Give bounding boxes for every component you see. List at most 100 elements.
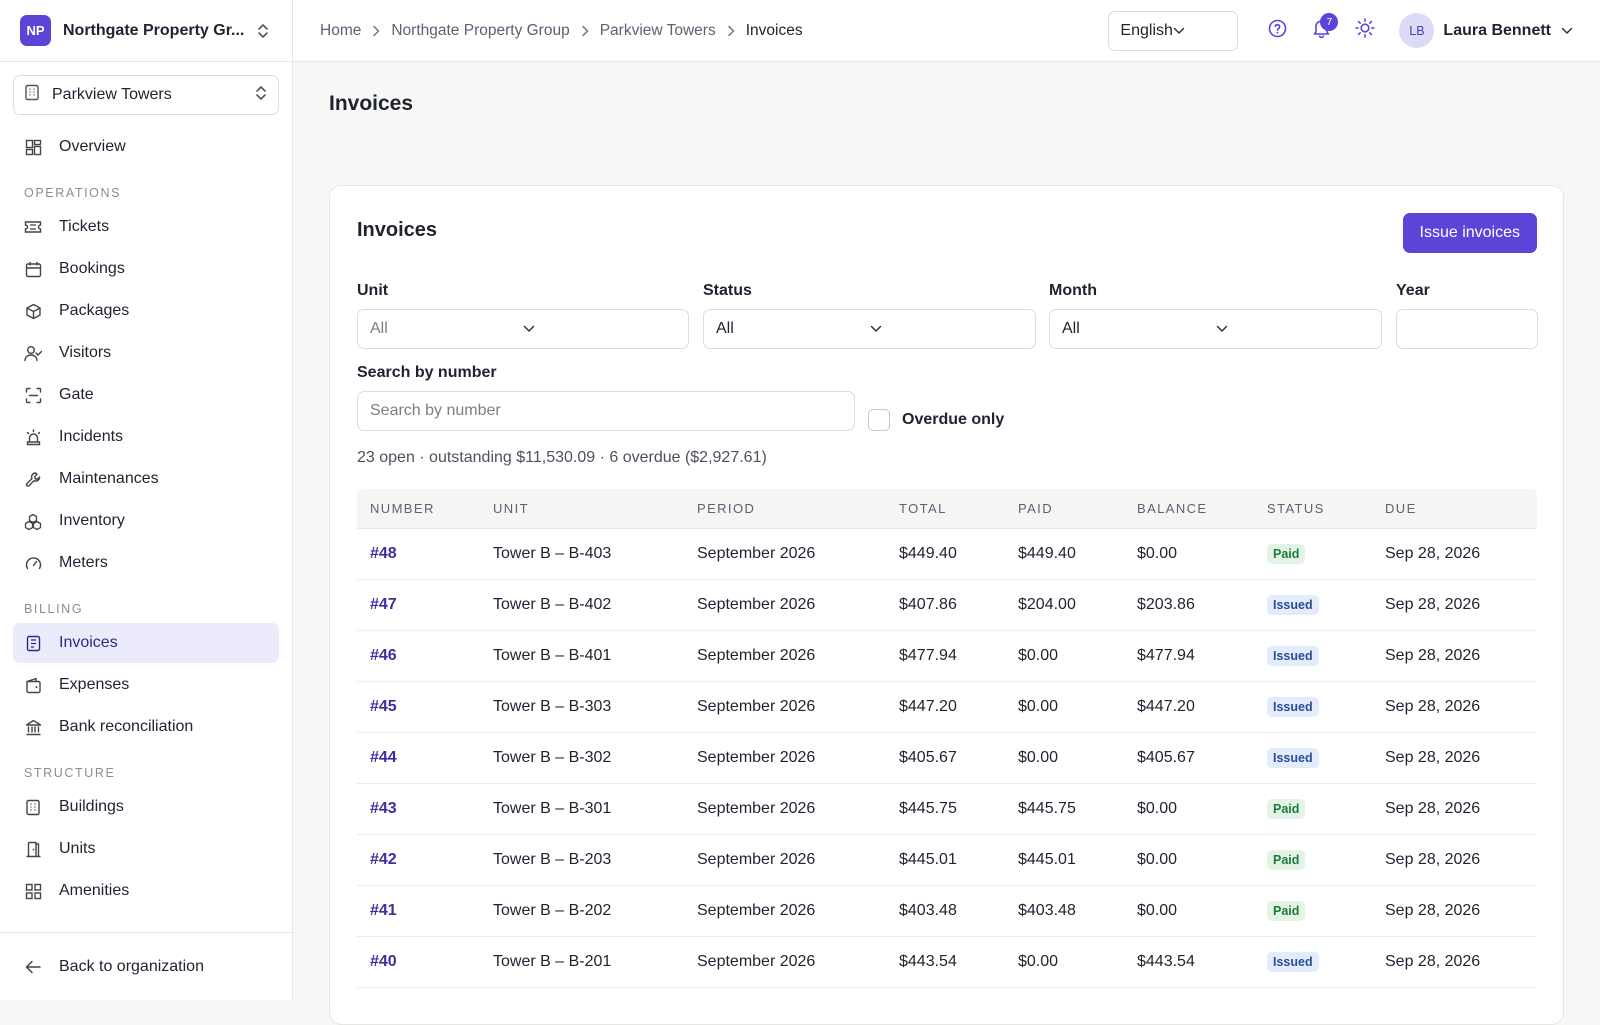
cell-number[interactable]: #43 [370, 800, 397, 817]
issue-invoices-button[interactable]: Issue invoices [1402, 213, 1537, 253]
overdue-only-checkbox[interactable] [868, 409, 890, 431]
cell-number[interactable]: #48 [370, 545, 397, 562]
grid-icon [24, 882, 42, 900]
table-row[interactable]: #40 Tower B – B-201 September 2026 $443.54 $… [357, 937, 1537, 988]
notifications-button[interactable]: 7 [1301, 11, 1341, 51]
chevron-down-icon [1561, 22, 1573, 40]
cell-number[interactable]: #46 [370, 647, 397, 664]
avatar: LB [1399, 13, 1435, 48]
cell-period: September 2026 [697, 749, 816, 766]
chevron-right-icon [372, 25, 380, 37]
cell-number[interactable]: #42 [370, 851, 397, 868]
scan-icon [24, 386, 42, 404]
search-input[interactable] [357, 391, 855, 431]
status-badge: Issued [1267, 697, 1319, 717]
building-icon [24, 84, 40, 106]
cell-status: Paid [1254, 799, 1372, 819]
column-header[interactable]: PAID [1018, 501, 1053, 516]
column-header[interactable]: NUMBER [370, 501, 435, 516]
property-name: Parkview Towers [52, 86, 172, 103]
cell-total: $449.40 [899, 545, 957, 562]
status-badge: Issued [1267, 646, 1319, 666]
cell-balance: $0.00 [1137, 902, 1178, 919]
column-header[interactable]: DUE [1385, 501, 1417, 516]
table-row[interactable]: #42 Tower B – B-203 September 2026 $445.01 $… [357, 835, 1537, 886]
sidebar-item-inventory[interactable]: Inventory [13, 501, 279, 541]
year-filter-label: Year [1396, 282, 1430, 299]
cell-number[interactable]: #47 [370, 596, 397, 613]
cell-number[interactable]: #41 [370, 902, 397, 919]
breadcrumb-property[interactable]: Parkview Towers [599, 21, 716, 39]
status-badge: Issued [1267, 748, 1319, 768]
cell-paid: $445.01 [1018, 851, 1076, 868]
sidebar-item-invoices[interactable]: Invoices [13, 623, 279, 663]
user-menu[interactable]: LB Laura Bennett [1399, 13, 1573, 48]
column-header[interactable]: STATUS [1267, 501, 1325, 516]
cell-unit: Tower B – B-402 [493, 596, 612, 613]
breadcrumb-organization[interactable]: Northgate Property Group [391, 21, 570, 39]
table-row[interactable]: #46 Tower B – B-401 September 2026 $477.94 $… [357, 631, 1537, 682]
sidebar-item-visitors[interactable]: Visitors [13, 333, 279, 373]
sidebar-item-maintenances[interactable]: Maintenances [13, 459, 279, 499]
sidebar: NP Northgate Property Gr... Parkview Tow… [0, 0, 293, 1000]
chevron-up-down-icon [254, 22, 272, 40]
status-badge: Paid [1267, 799, 1306, 819]
org-switcher[interactable]: NP Northgate Property Gr... [0, 0, 292, 62]
column-header[interactable]: TOTAL [899, 501, 947, 516]
status-filter-value: All [716, 320, 734, 337]
cell-due: Sep 28, 2026 [1385, 647, 1481, 664]
column-header[interactable]: BALANCE [1137, 501, 1208, 516]
language-select[interactable]: English [1108, 10, 1239, 51]
breadcrumb-home[interactable]: Home [320, 21, 362, 39]
cell-balance: $0.00 [1137, 545, 1178, 562]
sidebar-item-bank-reconciliation[interactable]: Bank reconciliation [13, 707, 279, 747]
table-row[interactable]: #43 Tower B – B-301 September 2026 $445.75 $… [357, 784, 1537, 835]
breadcrumb: Home Northgate Property Group Parkview T… [320, 22, 1108, 40]
table-row[interactable]: #45 Tower B – B-303 September 2026 $447.20 $… [357, 682, 1537, 733]
sidebar-item-buildings[interactable]: Buildings [13, 787, 279, 827]
back-to-organization-link[interactable]: Back to organization [13, 947, 279, 987]
table-row[interactable]: #44 Tower B – B-302 September 2026 $405.67 $… [357, 733, 1537, 784]
cell-due: Sep 28, 2026 [1385, 545, 1481, 562]
sidebar-item-incidents[interactable]: Incidents [13, 417, 279, 457]
sidebar-item-gate[interactable]: Gate [13, 375, 279, 415]
cell-total: $407.86 [899, 596, 957, 613]
cell-due: Sep 28, 2026 [1385, 749, 1481, 766]
cell-number[interactable]: #44 [370, 749, 397, 766]
sidebar-item-expenses[interactable]: Expenses [13, 665, 279, 705]
cell-unit: Tower B – B-302 [493, 749, 612, 766]
sidebar-item-bookings[interactable]: Bookings [13, 249, 279, 289]
cell-number[interactable]: #40 [370, 953, 397, 970]
table-row[interactable]: #48 Tower B – B-403 September 2026 $449.40 $… [357, 529, 1537, 580]
year-filter-input[interactable] [1396, 309, 1538, 349]
sidebar-item-label: Expenses [59, 676, 130, 693]
cell-status: Issued [1254, 595, 1372, 615]
cell-period: September 2026 [697, 953, 816, 970]
cell-total: $445.01 [899, 851, 957, 868]
sidebar-item-overview[interactable]: Overview [13, 127, 279, 167]
sidebar-item-packages[interactable]: Packages [13, 291, 279, 331]
cell-number[interactable]: #45 [370, 698, 397, 715]
sidebar-item-meters[interactable]: Meters [13, 543, 279, 583]
month-filter-select[interactable]: All [1049, 309, 1382, 349]
table-row[interactable]: #47 Tower B – B-402 September 2026 $407.86 $… [357, 580, 1537, 631]
sidebar-item-units[interactable]: Units [13, 829, 279, 869]
cell-due: Sep 28, 2026 [1385, 902, 1481, 919]
theme-toggle-button[interactable] [1345, 11, 1385, 51]
sidebar-item-label: Meters [59, 554, 108, 571]
column-header[interactable]: UNIT [493, 501, 529, 516]
status-filter-select[interactable]: All [703, 309, 1036, 349]
cell-paid: $0.00 [1018, 647, 1059, 664]
column-header[interactable]: PERIOD [697, 501, 756, 516]
table-row[interactable]: #41 Tower B – B-202 September 2026 $403.48 $… [357, 886, 1537, 937]
sidebar-item-label: Invoices [59, 634, 118, 651]
cell-total: $405.67 [899, 749, 957, 766]
unit-filter-select[interactable]: All [357, 309, 689, 349]
sidebar-item-tickets[interactable]: Tickets [13, 207, 279, 247]
property-select[interactable]: Parkview Towers [13, 75, 279, 115]
chevron-down-icon [1173, 22, 1226, 40]
bank-icon [24, 718, 42, 736]
sidebar-item-amenities[interactable]: Amenities [13, 871, 279, 911]
cell-period: September 2026 [697, 647, 816, 664]
help-button[interactable] [1257, 11, 1297, 51]
